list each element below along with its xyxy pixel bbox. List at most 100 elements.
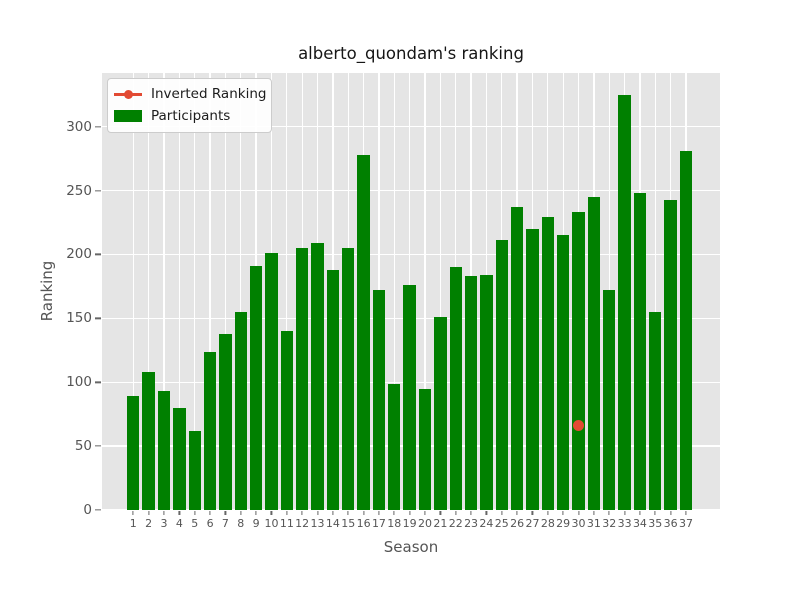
x-tick-mark bbox=[148, 511, 150, 515]
x-tick-mark bbox=[670, 511, 672, 515]
bar-season-6 bbox=[203, 351, 217, 510]
inverted-ranking-point bbox=[573, 420, 585, 432]
x-tick-mark bbox=[685, 511, 687, 515]
x-tick-label: 6 bbox=[206, 517, 214, 530]
vertical-gridline bbox=[240, 73, 242, 510]
x-tick-mark bbox=[194, 511, 196, 515]
x-tick-label: 16 bbox=[356, 517, 371, 530]
x-tick-label: 31 bbox=[586, 517, 601, 530]
y-tick-label: 50 bbox=[74, 438, 92, 455]
x-tick-mark bbox=[516, 511, 518, 515]
x-tick-mark bbox=[501, 511, 503, 515]
x-tick-label: 4 bbox=[175, 517, 183, 530]
x-tick-mark bbox=[593, 511, 595, 515]
legend-label: Inverted Ranking bbox=[151, 86, 267, 102]
x-tick-mark bbox=[577, 511, 580, 515]
x-tick-label: 18 bbox=[387, 517, 402, 530]
bar-season-30 bbox=[572, 212, 585, 510]
legend: Inverted Ranking Participants bbox=[107, 78, 272, 133]
x-tick-mark bbox=[409, 511, 411, 515]
inverted-ranking-swatch bbox=[114, 83, 142, 105]
bar-season-26 bbox=[510, 207, 524, 510]
x-tick-mark bbox=[332, 511, 334, 515]
bar-season-18 bbox=[388, 383, 401, 510]
x-tick-label: 2 bbox=[145, 517, 153, 530]
bar-season-12 bbox=[295, 248, 309, 510]
bar-season-33 bbox=[618, 94, 631, 510]
bar-season-5 bbox=[188, 430, 201, 510]
legend-rect-icon bbox=[114, 110, 142, 122]
bar-season-11 bbox=[280, 331, 294, 510]
x-tick-label: 7 bbox=[221, 517, 229, 530]
x-tick-label: 5 bbox=[191, 517, 199, 530]
x-tick-mark bbox=[485, 511, 487, 515]
y-tick-mark bbox=[95, 189, 101, 192]
bar-season-27 bbox=[526, 228, 539, 510]
x-tick-label: 23 bbox=[464, 517, 479, 530]
x-tick-label: 9 bbox=[252, 517, 260, 530]
y-tick-label: 0 bbox=[83, 502, 92, 518]
bar-season-19 bbox=[403, 285, 416, 510]
bar-season-37 bbox=[679, 150, 693, 510]
bar-season-29 bbox=[556, 235, 570, 510]
y-tick-label: 250 bbox=[66, 182, 92, 199]
y-tick-label: 100 bbox=[66, 374, 92, 391]
x-tick-mark bbox=[286, 511, 288, 515]
x-tick-label: 26 bbox=[510, 517, 525, 530]
x-tick-mark bbox=[347, 511, 349, 515]
x-tick-label: 14 bbox=[325, 517, 340, 530]
x-tick-label: 21 bbox=[433, 517, 448, 530]
x-tick-mark bbox=[654, 511, 656, 515]
vertical-gridline bbox=[439, 73, 441, 510]
vertical-gridline bbox=[209, 73, 211, 510]
x-tick-mark bbox=[470, 511, 472, 515]
bar-season-25 bbox=[495, 240, 508, 510]
x-tick-mark bbox=[393, 511, 395, 515]
y-tick-label: 200 bbox=[66, 246, 92, 263]
bar-season-32 bbox=[603, 290, 616, 510]
x-tick-label: 30 bbox=[571, 517, 586, 530]
bar-season-24 bbox=[480, 274, 493, 510]
x-tick-mark bbox=[455, 511, 457, 515]
plot-area bbox=[102, 73, 720, 511]
y-tick-mark bbox=[95, 445, 101, 447]
bar-season-35 bbox=[649, 311, 662, 510]
x-tick-mark bbox=[639, 511, 641, 515]
x-tick-label: 29 bbox=[556, 517, 571, 530]
y-tick-mark bbox=[95, 126, 101, 128]
x-tick-label: 8 bbox=[237, 517, 245, 530]
x-tick-mark bbox=[270, 511, 273, 515]
vertical-gridline bbox=[132, 73, 134, 510]
x-tick-label: 17 bbox=[371, 517, 386, 530]
x-tick-label: 24 bbox=[479, 517, 494, 530]
vertical-gridline bbox=[224, 73, 227, 510]
x-tick-label: 3 bbox=[160, 517, 168, 530]
participants-swatch bbox=[114, 105, 142, 127]
x-tick-mark bbox=[424, 511, 426, 515]
x-tick-mark bbox=[209, 511, 211, 515]
vertical-gridline bbox=[654, 73, 656, 510]
bar-season-36 bbox=[664, 199, 677, 510]
y-tick-label: 300 bbox=[66, 118, 92, 135]
x-tick-mark bbox=[316, 511, 319, 515]
bar-season-8 bbox=[234, 311, 247, 510]
vertical-gridline bbox=[178, 73, 180, 510]
bar-season-2 bbox=[142, 372, 155, 510]
y-tick-mark bbox=[95, 381, 101, 383]
x-tick-mark bbox=[608, 511, 610, 515]
bar-season-4 bbox=[173, 407, 186, 510]
bar-season-23 bbox=[464, 276, 478, 510]
bar-season-22 bbox=[449, 267, 462, 510]
bar-season-20 bbox=[418, 388, 432, 510]
vertical-gridline bbox=[393, 73, 395, 510]
vertical-gridline bbox=[163, 73, 165, 510]
bar-season-17 bbox=[372, 290, 386, 510]
legend-dot-icon bbox=[123, 90, 133, 99]
x-tick-label: 13 bbox=[310, 517, 325, 530]
x-tick-mark bbox=[378, 511, 380, 515]
chart-title: alberto_quondam's ranking bbox=[298, 44, 524, 63]
x-tick-mark bbox=[562, 511, 564, 515]
x-tick-mark bbox=[132, 511, 134, 515]
legend-row: Inverted Ranking bbox=[114, 83, 267, 105]
x-tick-label: 12 bbox=[295, 517, 310, 530]
